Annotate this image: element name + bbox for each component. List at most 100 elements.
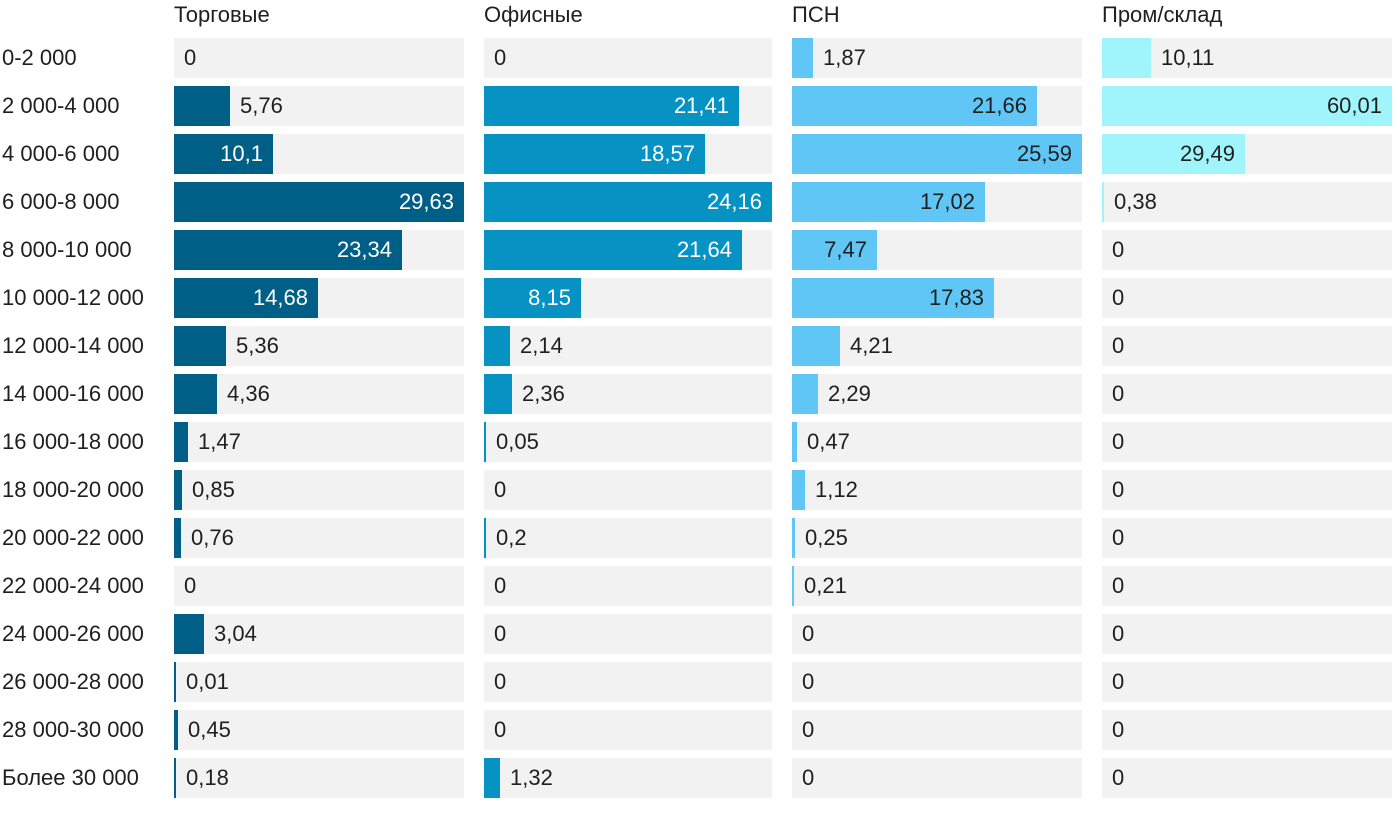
category-label: 6 000-8 000: [2, 189, 120, 214]
data-label: 4,36: [227, 381, 270, 406]
data-label: 0,47: [807, 429, 850, 454]
bar-track: 21,66: [792, 86, 1082, 126]
data-label: 0: [494, 621, 507, 646]
bar-track: 10,11: [1102, 38, 1392, 78]
bar-track: 2,29: [792, 374, 1082, 414]
bar: [792, 134, 1082, 174]
bar-track: 0: [792, 710, 1082, 750]
data-label: 1,12: [815, 477, 858, 502]
data-label: 0: [1112, 477, 1125, 502]
bar-track: 0,18: [174, 758, 464, 798]
data-label: 0: [1112, 573, 1125, 598]
bar: [174, 326, 226, 366]
data-label: 17,83: [928, 285, 984, 310]
panel-title: ПСН: [792, 2, 840, 27]
bar: [792, 230, 877, 270]
bar-track: 14,68: [174, 278, 464, 318]
data-label: 2,29: [828, 381, 871, 406]
data-label: 0,18: [186, 765, 229, 790]
data-label: 0,76: [191, 525, 234, 550]
data-label: 0: [184, 573, 197, 598]
data-label: 4,21: [850, 333, 893, 358]
bar-track: 8,15: [484, 278, 772, 318]
bar: [174, 662, 176, 702]
category-label: 26 000-28 000: [2, 669, 144, 694]
data-label: 24,16: [706, 189, 762, 214]
bar-track: 0: [792, 758, 1082, 798]
bar: [484, 182, 772, 222]
data-label: 25,59: [1016, 141, 1072, 166]
data-label: 0,38: [1114, 189, 1157, 214]
bar-track: 17,02: [792, 182, 1082, 222]
bar-track: 24,16: [484, 182, 772, 222]
category-label: 0-2 000: [2, 45, 77, 70]
bar-track: 0: [484, 614, 772, 654]
data-label: 2,36: [522, 381, 565, 406]
data-label: 0: [1112, 669, 1125, 694]
bar-track: 2,14: [484, 326, 772, 366]
bar-track: 0: [484, 710, 772, 750]
data-label: 1,87: [823, 45, 866, 70]
data-label: 2,14: [520, 333, 563, 358]
bar-track: 0: [1102, 566, 1392, 606]
data-label: 5,76: [240, 93, 283, 118]
data-label: 10,11: [1161, 45, 1215, 70]
category-label: 20 000-22 000: [2, 525, 144, 550]
bar: [484, 422, 486, 462]
bar: [174, 134, 273, 174]
category-label: 28 000-30 000: [2, 717, 144, 742]
data-label: 0: [494, 573, 507, 598]
data-label: 8,15: [528, 285, 571, 310]
data-label: 10,1: [220, 141, 263, 166]
bar-track: 0: [1102, 518, 1392, 558]
bar-track: 0: [1102, 470, 1392, 510]
bar: [174, 374, 217, 414]
category-label: 22 000-24 000: [2, 573, 144, 598]
data-label: 0: [1112, 621, 1125, 646]
category-label: 2 000-4 000: [2, 93, 120, 118]
bar-track: 21,64: [484, 230, 772, 270]
category-label: 8 000-10 000: [2, 237, 132, 262]
data-label: 0: [1112, 237, 1125, 262]
bar: [792, 470, 805, 510]
data-label: 0,45: [188, 717, 231, 742]
bar: [484, 518, 486, 558]
bar: [792, 566, 794, 606]
bar-track: 1,87: [792, 38, 1082, 78]
bar-track: 0: [792, 662, 1082, 702]
bar-track: 0: [484, 662, 772, 702]
data-label: 0: [494, 45, 507, 70]
data-label: 1,32: [510, 765, 553, 790]
bar-track: 0,2: [484, 518, 772, 558]
bar-track: 5,36: [174, 326, 464, 366]
bar-track: 0: [1102, 710, 1392, 750]
bar-track: 1,12: [792, 470, 1082, 510]
bar: [174, 758, 176, 798]
category-label: 14 000-16 000: [2, 381, 144, 406]
bar: [174, 86, 230, 126]
data-label: 21,41: [673, 93, 729, 118]
data-label: 0,05: [496, 429, 539, 454]
data-label: 0: [1112, 765, 1125, 790]
bar-track: 0: [1102, 326, 1392, 366]
bar-track: 0,47: [792, 422, 1082, 462]
bar: [1102, 38, 1151, 78]
data-label: 21,64: [676, 237, 732, 262]
bar: [792, 278, 994, 318]
data-label: 5,36: [236, 333, 279, 358]
data-label: 1,47: [198, 429, 241, 454]
bar: [792, 182, 985, 222]
bar-track: 0: [1102, 422, 1392, 462]
bar: [174, 470, 182, 510]
data-label: 23,34: [336, 237, 392, 262]
bar: [174, 278, 318, 318]
data-label: 0,85: [192, 477, 235, 502]
bar: [174, 182, 464, 222]
bar-track: 10,1: [174, 134, 464, 174]
data-label: 0: [802, 621, 815, 646]
bar: [174, 422, 188, 462]
bar: [1102, 86, 1392, 126]
data-label: 0,21: [804, 573, 847, 598]
data-label: 0: [1112, 381, 1125, 406]
bar-track: 0,45: [174, 710, 464, 750]
